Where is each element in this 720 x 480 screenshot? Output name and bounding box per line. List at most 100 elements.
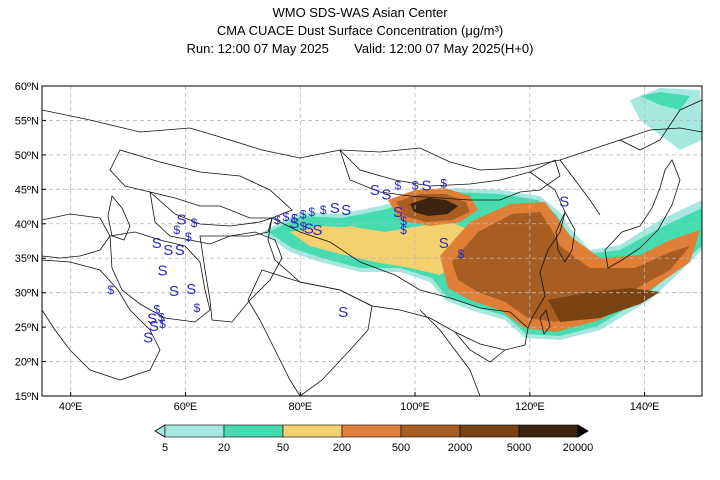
dust-weather-symbol: $ [274,213,281,227]
country-borders [42,99,702,396]
border-arabia [42,259,161,381]
valid-label: Valid: 12:00 07 May 2025(H+0) [354,41,534,56]
dust-weather-symbol: S [393,204,403,221]
border-mongolia [339,149,561,201]
border-middle-east [42,213,111,259]
legend-swatch [518,424,579,438]
legend-arrow-right [577,424,589,438]
dust-weather-symbol: S [186,281,196,298]
lat-tick-label: 30ºN [15,288,39,300]
dust-region-northeast-inner [640,92,690,110]
legend-label: 5 [162,442,168,454]
dust-weather-symbol: S [175,242,185,259]
lat-tick-label: 60ºN [15,81,39,93]
legend-swatch [164,424,225,438]
legend-label: 500 [392,442,410,454]
lat-tick-label: 35ºN [15,253,39,265]
lat-tick-label: 50ºN [15,150,39,162]
border-taiwan [539,309,551,335]
dust-weather-symbol: S [163,242,173,259]
dust-weather-symbol: $ [283,210,290,224]
lon-tick-label: 60ºE [174,401,198,413]
run-valid-line: Run: 12:00 07 May 2025 Valid: 12:00 07 M… [0,40,720,58]
border-russia-far-east [559,99,702,216]
dust-weather-symbol: $ [159,317,166,331]
lon-tick-label: 100ºE [400,401,430,413]
dust-weather-symbol: S [439,235,449,252]
dust-weather-symbol: S [158,262,168,279]
dust-weather-symbol: $ [194,301,201,315]
dust-weather-symbol: S [312,222,322,239]
legend-swatch [459,424,520,438]
legend-label: 50 [277,442,289,454]
dust-weather-symbol: S [330,200,340,217]
lat-tick-label: 20ºN [15,357,39,369]
dust-weather-symbol: S [370,182,380,199]
dust-weather-symbol: $ [308,205,315,219]
concentration-legend: 5 20 50 200 500 2000 5000 20000 [154,424,594,454]
dust-weather-symbol: S [169,283,179,300]
dust-region-tarim [322,226,372,244]
border-korea [555,211,576,263]
dust-weather-symbol: $ [394,178,401,192]
dust-weather-symbol: $ [440,176,447,190]
border-iran [109,231,211,323]
legend-label: 200 [333,442,351,454]
legend-swatch [400,424,461,438]
dust-weather-symbol: S [381,187,391,204]
border-japan [604,159,681,269]
run-label: Run: 12:00 07 May 2025 [186,41,329,56]
lat-tick-label: 15ºN [15,391,39,403]
legend-swatch [223,424,284,438]
lon-tick-label: 120ºE [515,401,545,413]
border-china-east [527,171,566,329]
dust-weather-symbol: $ [174,223,181,237]
map-frame [41,85,703,397]
legend-swatch [341,424,402,438]
lat-tick-label: 25ºN [15,322,39,334]
dust-weather-symbol: S [290,215,300,232]
axis-ticks: 15ºN 20ºN 25ºN 30ºN 35ºN 40ºN 45ºN 50ºN 55ºN 60ºN… [15,81,660,413]
dust-weather-symbol: $ [412,178,419,192]
dust-weather-symbol: S [422,178,432,195]
dust-weather-symbol: S [147,311,157,328]
dust-weather-symbol: $ [191,216,198,230]
dust-fields [262,88,702,340]
map-gridlines [42,86,702,396]
dust-weather-symbol: S [143,329,153,346]
legend-arrow-left [154,424,166,438]
chart-title: WMO SDS-WAS Asian Center [272,5,448,20]
border-southeast-asia [419,309,506,396]
dust-weather-symbol: S [341,202,351,219]
lon-tick-label: 140ºE [630,401,660,413]
dust-weather-symbol: $ [400,214,407,228]
dust-weather-symbol: $ [300,207,307,221]
legend-label: 20 [218,442,230,454]
lat-tick-label: 40ºN [15,219,39,231]
lon-tick-label: 80ºE [288,401,312,413]
legend-label: 5000 [507,442,531,454]
dust-weather-symbol: $ [320,203,327,217]
border-afghanistan-pakistan [199,231,283,323]
border-china-outline [267,217,529,351]
lat-tick-label: 55ºN [15,115,39,127]
border-caspian [107,195,131,241]
legend-label: 2000 [448,442,472,454]
dust-weather-symbol: S [149,318,159,335]
dust-weather-symbol: $ [400,223,407,237]
legend-label: 20000 [563,442,594,454]
dust-weather-symbol: $ [291,211,298,225]
dust-weather-symbol: S [304,220,314,237]
dust-weather-symbol: S [152,235,162,252]
border-kazakhstan [109,149,293,219]
dust-weather-symbol: S [338,304,348,321]
lat-tick-label: 45ºN [15,184,39,196]
dust-weather-symbol: S [176,211,186,228]
dust-weather-symbol: $ [153,302,160,316]
dust-region-2000-5000 [548,288,660,322]
dust-weather-symbol: S [559,194,569,211]
dust-hotspot-gobi-core [410,198,458,216]
chart-subtitle: CMA CUACE Dust Surface Concentration (μg… [216,23,504,38]
